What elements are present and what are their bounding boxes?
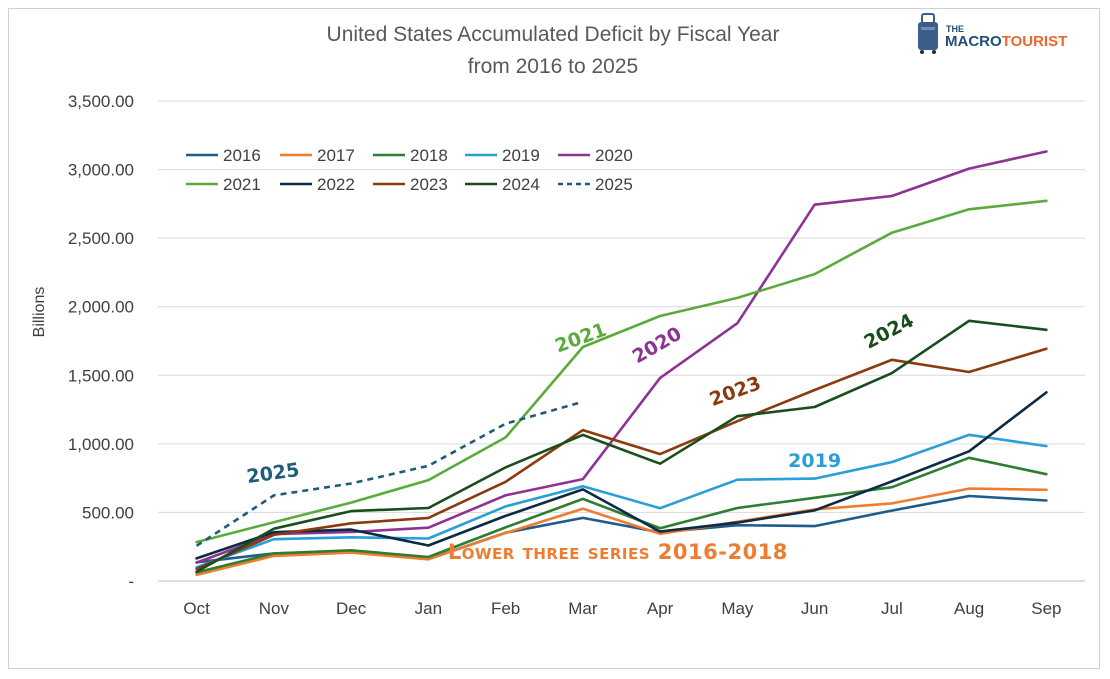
y-tick-label-3000: 3,000.00	[68, 161, 134, 180]
legend-label-2024: 2024	[502, 175, 540, 194]
x-tick-label-may: May	[721, 599, 754, 618]
series-line-2023	[195, 347, 1048, 571]
x-tick-label-sep: Sep	[1031, 599, 1061, 618]
annotation-lower-three-series-2016-2018: Lower three series 2016-2018	[448, 540, 788, 564]
y-tick-label-2500: 2,500.00	[68, 229, 134, 248]
legend-label-2023: 2023	[410, 175, 448, 194]
series-line-2021	[195, 199, 1048, 544]
y-axis-label: Billions	[31, 287, 48, 338]
x-tick-labels: Oct Nov Dec Jan Feb Mar Apr May Jun Jul Aug Sep	[183, 599, 1061, 618]
series-lines	[195, 150, 1048, 577]
legend-label-2021: 2021	[223, 175, 261, 194]
annotation-2023: 2023	[707, 372, 764, 411]
series-line-2020	[195, 150, 1048, 564]
logo-text-part2: TOURIST	[1002, 33, 1068, 50]
legend-label-2020: 2020	[595, 146, 633, 165]
y-tick-labels: - 500.00 1,000.00 1,500.00 2,000.00 2,500.00 3…	[68, 92, 134, 591]
y-tick-label-1500: 1,500.00	[68, 366, 134, 385]
chart-subtitle: from 2016 to 2025	[468, 55, 638, 78]
x-tick-label-aug: Aug	[954, 599, 984, 618]
series-line-2025	[195, 400, 584, 547]
y-tick-label-3500: 3,500.00	[68, 92, 134, 111]
y-tick-label-1000: 1,000.00	[68, 435, 134, 454]
suitcase-icon	[918, 13, 938, 54]
series-line-2022	[195, 391, 1048, 560]
x-tick-label-feb: Feb	[491, 599, 520, 618]
x-tick-label-dec: Dec	[336, 599, 367, 618]
legend-label-2016: 2016	[223, 146, 261, 165]
y-tick-label-500: 500.00	[82, 503, 134, 522]
x-tick-label-apr: Apr	[647, 599, 674, 618]
annotation-2024: 2024	[861, 309, 918, 353]
x-tick-label-jul: Jul	[881, 599, 903, 618]
logo-text: MACROTOURIST	[945, 33, 1067, 50]
series-line-2017	[195, 487, 1048, 577]
y-tick-label-2000: 2,000.00	[68, 298, 134, 317]
annotation-2019: 2019	[788, 450, 841, 472]
annotation-2021: 2021	[552, 319, 609, 358]
macrotourist-logo: THE MACROTOURIST	[918, 13, 1067, 54]
series-line-2024	[195, 319, 1048, 574]
legend-label-2025: 2025	[595, 175, 633, 194]
x-tick-label-jan: Jan	[415, 599, 442, 618]
series-line-2019	[195, 433, 1048, 569]
legend-label-2022: 2022	[317, 175, 355, 194]
y-tick-label-0: -	[128, 572, 134, 591]
legend-label-2018: 2018	[410, 146, 448, 165]
x-tick-label-jun: Jun	[801, 599, 828, 618]
x-tick-label-nov: Nov	[259, 599, 290, 618]
chart-title: United States Accumulated Deficit by Fis…	[327, 23, 780, 46]
series-line-2018	[195, 456, 1048, 574]
legend-label-2017: 2017	[317, 146, 355, 165]
gridlines	[158, 100, 1085, 582]
annotation-2020: 2020	[629, 323, 686, 368]
logo-text-part1: MACRO	[945, 33, 1002, 50]
annotation-2025: 2025	[245, 459, 300, 488]
legend-label-2019: 2019	[502, 146, 540, 165]
logo-prefix: THE	[946, 24, 964, 34]
x-tick-label-oct: Oct	[183, 599, 210, 618]
x-tick-label-mar: Mar	[568, 599, 598, 618]
legend: 2016 2017 2018 2019 2020 2021 2022 2023 2024 2025	[186, 146, 633, 194]
chart-frame	[8, 8, 1100, 669]
